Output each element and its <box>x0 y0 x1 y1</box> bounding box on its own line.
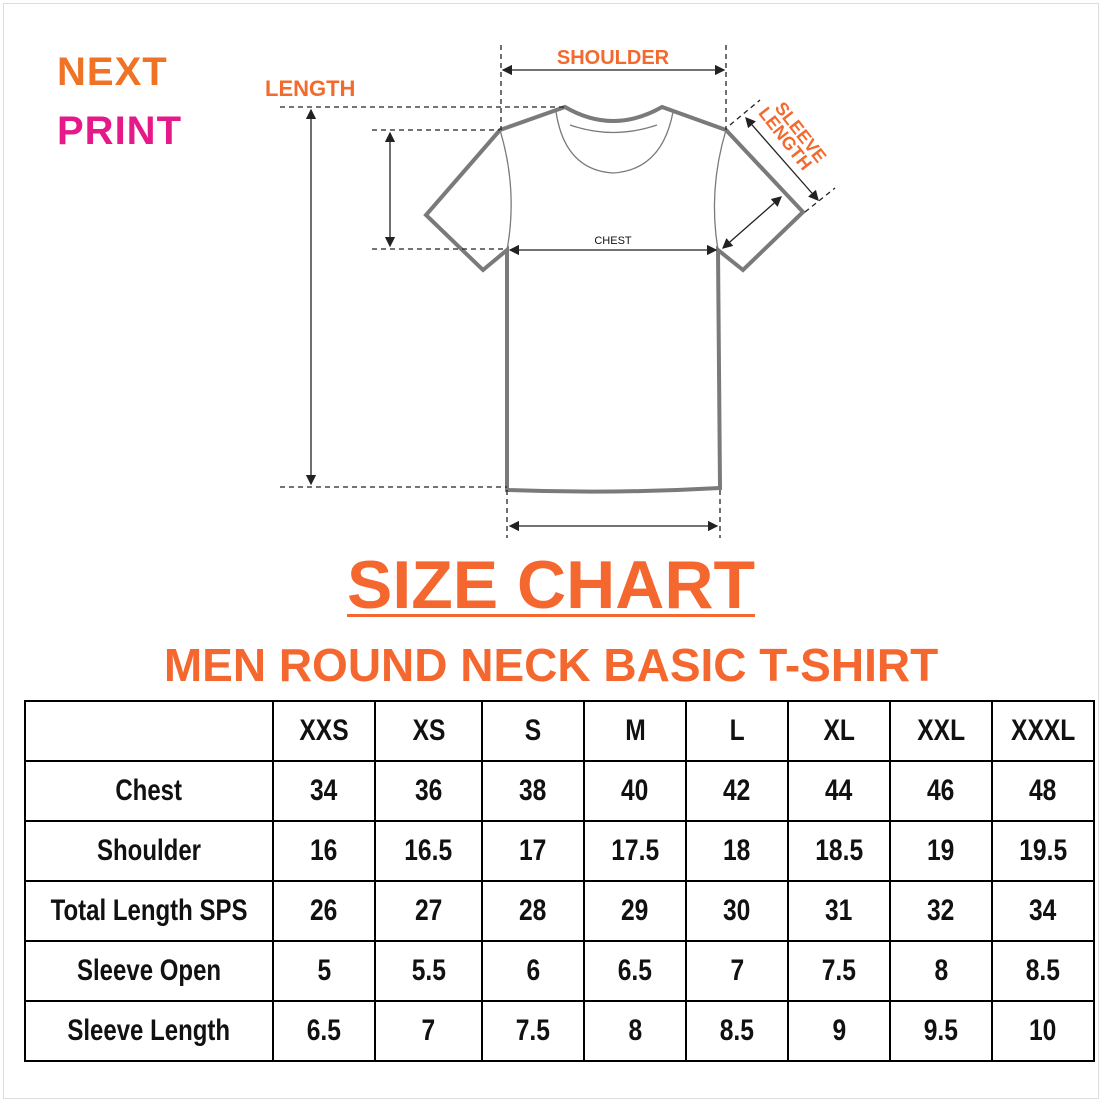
value-cell: 44 <box>787 760 892 822</box>
page-title: SIZE CHART <box>347 547 755 623</box>
row-label: Shoulder <box>23 820 275 882</box>
row-label: Chest <box>23 760 275 822</box>
length-label: LENGTH <box>265 76 355 101</box>
value-cell: 10 <box>991 1000 1096 1062</box>
value-cell: 17.5 <box>583 820 688 882</box>
value-cell: 38 <box>481 760 586 822</box>
value-cell: 30 <box>685 880 790 942</box>
value-cell: 29 <box>583 880 688 942</box>
header-cell: XXS <box>272 700 377 762</box>
value-cell: 27 <box>374 880 484 942</box>
value-cell: 46 <box>889 760 994 822</box>
chest-label: CHEST <box>594 235 632 247</box>
value-cell: 19 <box>889 820 994 882</box>
value-cell: 48 <box>991 760 1096 822</box>
table-row: Sleeve Open 5 5.5 6 6.5 7 7.5 8 8.5 <box>23 940 1096 1002</box>
value-cell: 36 <box>374 760 484 822</box>
header-cell: XXL <box>889 700 994 762</box>
header-cell: XS <box>374 700 484 762</box>
value-cell: 32 <box>889 880 994 942</box>
value-cell: 16 <box>272 820 377 882</box>
value-cell: 17 <box>481 820 586 882</box>
table-row: Chest 34 36 38 40 42 44 46 48 <box>23 760 1096 822</box>
sleeve-length-arrow <box>745 117 819 201</box>
value-cell: 34 <box>272 760 377 822</box>
value-cell: 9 <box>787 1000 892 1062</box>
value-cell: 8.5 <box>685 1000 790 1062</box>
dimension-lines <box>280 45 836 538</box>
header-cell: L <box>685 700 790 762</box>
table-row: Shoulder 16 16.5 17 17.5 18 18.5 19 19.5 <box>23 820 1096 882</box>
value-cell: 18.5 <box>787 820 892 882</box>
value-cell: 31 <box>787 880 892 942</box>
tshirt-diagram: LENGTH SHOULDER SLEEVE LENGTH CHEST <box>265 45 836 538</box>
value-cell: 42 <box>685 760 790 822</box>
value-cell: 7.5 <box>481 1000 586 1062</box>
shoulder-label: SHOULDER <box>557 47 670 69</box>
header-cell: XXXL <box>991 700 1096 762</box>
logo-print: PRINT <box>57 109 182 153</box>
sleeve-open-arrow <box>722 196 782 249</box>
row-label: Sleeve Length <box>23 1000 275 1062</box>
value-cell: 5.5 <box>374 940 484 1002</box>
value-cell: 5 <box>272 940 377 1002</box>
value-cell: 34 <box>991 880 1096 942</box>
value-cell: 6.5 <box>272 1000 377 1062</box>
value-cell: 28 <box>481 880 586 942</box>
value-cell: 8.5 <box>991 940 1096 1002</box>
page-subtitle: MEN ROUND NECK BASIC T-SHIRT <box>163 639 939 691</box>
value-cell: 9.5 <box>889 1000 994 1062</box>
value-cell: 26 <box>272 880 377 942</box>
header-cell <box>23 700 275 762</box>
value-cell: 40 <box>583 760 688 822</box>
value-cell: 16.5 <box>374 820 484 882</box>
header-cell: M <box>583 700 688 762</box>
row-label: Sleeve Open <box>23 940 275 1002</box>
table-header-row: XXS XS S M L XL XXL XXXL <box>23 700 1096 762</box>
table-row: Sleeve Length 6.5 7 7.5 8 8.5 9 9.5 10 <box>23 1000 1096 1062</box>
value-cell: 7.5 <box>787 940 892 1002</box>
image-frame <box>3 3 1099 1099</box>
row-label: Total Length SPS <box>23 880 275 942</box>
value-cell: 8 <box>583 1000 688 1062</box>
tshirt-outline <box>423 104 806 494</box>
value-cell: 8 <box>889 940 994 1002</box>
value-cell: 7 <box>685 940 790 1002</box>
header-cell: XL <box>787 700 892 762</box>
value-cell: 19.5 <box>991 820 1096 882</box>
value-cell: 6.5 <box>583 940 688 1002</box>
table-row: Total Length SPS 26 27 28 29 30 31 32 34 <box>23 880 1096 942</box>
value-cell: 18 <box>685 820 790 882</box>
size-table: XXS XS S M L XL XXL XXXL Chest 34 36 38 40 42… <box>23 700 1096 1062</box>
logo-next: NEXT <box>57 50 168 94</box>
value-cell: 7 <box>374 1000 484 1062</box>
value-cell: 6 <box>481 940 586 1002</box>
header-cell: S <box>481 700 586 762</box>
